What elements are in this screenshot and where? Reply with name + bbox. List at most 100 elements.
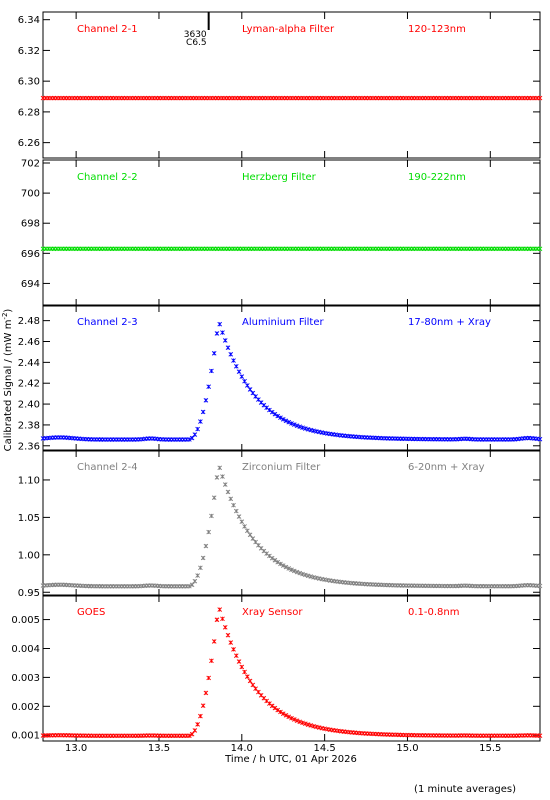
event-marker-id: 3630 <box>184 30 207 40</box>
data-point <box>195 722 200 727</box>
data-point <box>289 715 294 721</box>
data-point <box>203 543 209 549</box>
data-series <box>40 246 543 252</box>
data-point <box>250 536 256 541</box>
x-tick-label: 15.0 <box>396 743 418 754</box>
data-point <box>231 502 236 508</box>
data-point <box>302 572 308 578</box>
panel-frame <box>42 449 541 597</box>
data-point <box>283 418 289 424</box>
y-tick-label: 696 <box>21 249 40 260</box>
data-point <box>189 731 195 737</box>
data-point <box>283 564 289 570</box>
data-point <box>294 423 300 429</box>
data-point <box>294 718 300 723</box>
data-point <box>280 417 286 422</box>
y-tick-label: 1.10 <box>18 475 40 486</box>
data-point <box>200 409 206 415</box>
y-tick-label: 694 <box>21 279 40 290</box>
y-tick-label: 0.003 <box>11 673 40 684</box>
data-point <box>187 437 192 442</box>
data-point <box>275 559 281 565</box>
x-axis-label: Time / h UTC, 01 Apr 2026 <box>224 754 357 765</box>
panel-frame <box>42 11 541 159</box>
data-point <box>300 571 305 577</box>
data-point <box>289 567 294 573</box>
data-point <box>283 712 289 718</box>
data-point <box>302 426 308 431</box>
panel-1: 6.26 6.28 6.30 6.32 6.34 Channel 2-1 Lyman-alp… <box>18 11 543 159</box>
data-point <box>305 573 311 579</box>
y-tick-label: 0.005 <box>11 615 40 626</box>
data-point <box>253 686 258 691</box>
y-tick-label: 2.42 <box>18 379 40 390</box>
data-point <box>217 321 223 327</box>
data-point <box>269 409 275 415</box>
panel-frame <box>42 594 541 742</box>
data-point <box>225 632 231 638</box>
data-point <box>269 555 275 561</box>
data-point <box>220 474 225 479</box>
data-point <box>211 495 217 501</box>
x-tick-label: 15.5 <box>479 743 501 754</box>
panel-3: 2.36 2.38 2.40 2.42 2.44 2.46 2.48 Channel 2-3 A… <box>18 304 543 452</box>
x-tick-label: 13.5 <box>148 743 170 754</box>
data-point <box>206 529 211 535</box>
data-series <box>40 607 543 739</box>
data-point <box>233 364 239 369</box>
data-point <box>280 563 286 568</box>
data-point <box>222 338 228 343</box>
panel-2: 694 696 698 700 702 Channel 2-2 Herzberg Filte… <box>21 159 543 307</box>
data-point <box>228 496 234 502</box>
data-point <box>286 714 292 720</box>
footer-note: (1 minute averages) <box>414 784 516 795</box>
data-point <box>286 419 292 425</box>
data-point <box>211 350 217 356</box>
y-tick-label: 2.46 <box>18 337 40 348</box>
y-axis-label-sup: -2 <box>1 313 9 320</box>
data-point <box>239 374 245 379</box>
panel-frame <box>42 159 541 307</box>
data-point <box>200 555 206 561</box>
data-point <box>242 669 247 675</box>
data-point <box>280 711 286 717</box>
data-point <box>272 557 278 563</box>
panel-5: 0.001 0.002 0.003 0.004 0.005 GOES Xray Sensor… <box>11 594 543 742</box>
data-point <box>233 508 239 514</box>
data-point <box>214 475 220 480</box>
data-point <box>247 387 253 392</box>
panel-filter-label: Xray Sensor <box>242 607 303 618</box>
data-point <box>308 723 314 728</box>
data-point <box>214 617 220 623</box>
data-point <box>233 653 239 659</box>
y-tick-label: 1.05 <box>18 513 40 524</box>
data-point <box>247 532 253 538</box>
y-tick-label: 2.36 <box>18 441 40 452</box>
data-point <box>189 582 195 588</box>
data-point <box>305 426 311 432</box>
data-point <box>272 411 278 417</box>
y-tick-label: 2.44 <box>18 358 40 369</box>
data-point <box>228 352 234 357</box>
data-point <box>198 565 203 571</box>
panel-filter-label: Lyman-alpha Filter <box>242 24 335 35</box>
data-point <box>286 566 292 571</box>
panel-channel-label: Channel 2-4 <box>77 462 138 473</box>
y-tick-label: 6.28 <box>18 107 40 118</box>
y-tick-label: 6.32 <box>18 46 40 57</box>
panel-range-label: 17-80nm + Xray <box>408 317 491 328</box>
x-tick-label: 13.0 <box>65 743 87 754</box>
data-point <box>275 707 281 713</box>
panel-range-label: 6-20nm + Xray <box>408 462 485 473</box>
data-series <box>40 465 543 589</box>
data-point <box>242 524 247 529</box>
y-axis-label-close: ) <box>3 309 14 313</box>
data-point <box>220 330 225 335</box>
data-point <box>537 436 543 442</box>
data-point <box>203 690 209 696</box>
data-point <box>297 719 303 725</box>
data-point <box>187 583 192 589</box>
data-point <box>294 569 300 575</box>
data-point <box>217 465 223 471</box>
